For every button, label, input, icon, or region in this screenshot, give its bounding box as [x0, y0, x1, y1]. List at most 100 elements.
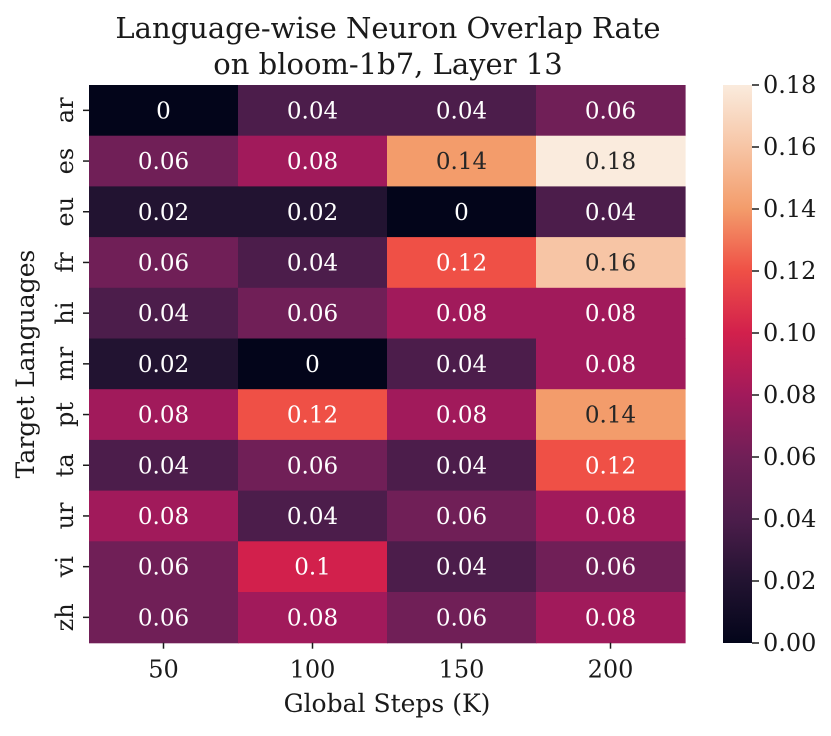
heatmap-cell — [536, 237, 686, 289]
chart-title-line-2: on bloom-1b7, Layer 13 — [213, 47, 562, 81]
heatmap-cell — [238, 338, 388, 390]
colorbar-tick-label: 0.04 — [763, 505, 816, 533]
cell-value-label: 0.04 — [436, 453, 487, 479]
colorbar-tick-label: 0.08 — [763, 381, 816, 409]
y-tick-label: eu — [51, 197, 79, 227]
heatmap-cell — [238, 439, 388, 492]
heatmap-cell — [387, 338, 537, 390]
colorbar-tick-label: 0.00 — [763, 629, 816, 657]
heatmap-cell — [89, 389, 239, 441]
heatmap-cell — [387, 85, 537, 137]
cell-value-label: 0.08 — [287, 149, 338, 175]
heatmap-cell — [89, 439, 239, 492]
cell-value-label: 0.02 — [287, 200, 338, 226]
cell-value-label: 0.08 — [585, 301, 636, 327]
cell-value-label: 0.06 — [138, 555, 189, 581]
y-tick-label: pt — [51, 402, 79, 427]
cell-value-label: 0.06 — [436, 504, 487, 530]
cell-value-label: 0.02 — [138, 200, 189, 226]
x-axis-ticks: 50 100 150 200 — [148, 642, 634, 684]
x-tick-label: 100 — [290, 656, 336, 684]
cell-value-label: 0.08 — [585, 605, 636, 631]
y-tick-label: fr — [51, 252, 79, 273]
heatmap-cell — [387, 237, 537, 289]
heatmap-cell — [536, 135, 686, 187]
y-axis-label: Target Languages — [11, 250, 40, 479]
cell-value-label: 0.12 — [287, 403, 338, 429]
cell-value-label: 0.12 — [585, 453, 636, 479]
cell-value-label: 0.06 — [585, 555, 636, 581]
heatmap-cell — [238, 237, 388, 289]
colorbar-tick-label: 0.14 — [763, 195, 816, 223]
chart-title-line-1: Language-wise Neuron Overlap Rate — [115, 11, 660, 45]
x-tick-label: 50 — [148, 656, 179, 684]
heatmap-cell — [387, 135, 537, 187]
cell-value-label: 0.06 — [138, 149, 189, 175]
cell-value-label: 0.04 — [287, 504, 338, 530]
heatmap-cell — [238, 186, 388, 238]
cell-value-label: 0.06 — [436, 605, 487, 631]
cell-value-label: 0.06 — [287, 301, 338, 327]
cell-value-label: 0 — [156, 98, 171, 124]
heatmap-cell — [89, 85, 239, 137]
cell-value-label: 0.04 — [287, 98, 338, 124]
heatmap-cell — [89, 186, 239, 238]
heatmap-cell — [387, 592, 537, 644]
cell-value-label: 0.02 — [138, 352, 189, 378]
cell-value-label: 0.08 — [436, 403, 487, 429]
cell-value-label: 0.06 — [138, 605, 189, 631]
heatmap-cell — [238, 287, 388, 340]
y-tick-label: mr — [51, 346, 79, 381]
colorbar-tick-label: 0.12 — [763, 257, 816, 285]
cell-value-label: 0.08 — [585, 504, 636, 530]
heatmap-cell — [536, 541, 686, 593]
cell-value-label: 0 — [305, 352, 320, 378]
cell-value-label: 0.06 — [287, 453, 338, 479]
y-tick-label: ar — [51, 97, 79, 123]
heatmap-cell — [536, 338, 686, 390]
cell-value-label: 0.06 — [585, 98, 636, 124]
y-axis-ticks: ar es eu fr hi mr pt ta ur vi zh — [51, 97, 89, 631]
heatmap-cell — [89, 490, 239, 542]
cell-value-label: 0.04 — [138, 453, 189, 479]
cell-value-label: 0.04 — [138, 301, 189, 327]
x-tick-label: 150 — [439, 656, 485, 684]
heatmap-cell — [89, 338, 239, 390]
cell-value-label: 0.12 — [436, 250, 487, 276]
heatmap-cell — [238, 490, 388, 542]
heatmap-cell-labels: 0 0.04 0.04 0.06 0.06 0.08 0.14 0.18 0.02 0.02 0 0.… — [138, 98, 636, 631]
colorbar-tick-label: 0.02 — [763, 567, 816, 595]
cell-value-label: 0.08 — [287, 605, 338, 631]
heatmap-cell — [536, 186, 686, 238]
cell-value-label: 0.14 — [585, 403, 636, 429]
heatmap-cell — [238, 135, 388, 187]
heatmap-cell — [238, 592, 388, 644]
cell-value-label: 0.04 — [436, 555, 487, 581]
heatmap-cell — [536, 85, 686, 137]
cell-value-label: 0.08 — [138, 403, 189, 429]
heatmap-cells — [89, 85, 686, 644]
cell-value-label: 0.04 — [287, 250, 338, 276]
x-tick-label: 200 — [588, 656, 634, 684]
y-tick-label: zh — [51, 603, 79, 631]
cell-value-label: 0.08 — [585, 352, 636, 378]
heatmap-cell — [238, 85, 388, 137]
heatmap-cell — [89, 237, 239, 289]
x-axis-label: Global Steps (K) — [284, 689, 491, 718]
cell-value-label: 0.04 — [436, 98, 487, 124]
heatmap-cell — [387, 287, 537, 340]
cell-value-label: 0.08 — [436, 301, 487, 327]
y-tick-label: ur — [51, 502, 79, 529]
heatmap-cell — [89, 135, 239, 187]
heatmap-cell — [89, 541, 239, 593]
heatmap-cell — [536, 592, 686, 644]
heatmap-cell — [536, 490, 686, 542]
heatmap-cell — [238, 541, 388, 593]
heatmap-cell — [238, 389, 388, 441]
colorbar-tick-label: 0.06 — [763, 443, 816, 471]
cell-value-label: 0.16 — [585, 250, 636, 276]
heatmap-cell — [387, 439, 537, 492]
heatmap-cell — [89, 287, 239, 340]
cell-value-label: 0.04 — [436, 352, 487, 378]
